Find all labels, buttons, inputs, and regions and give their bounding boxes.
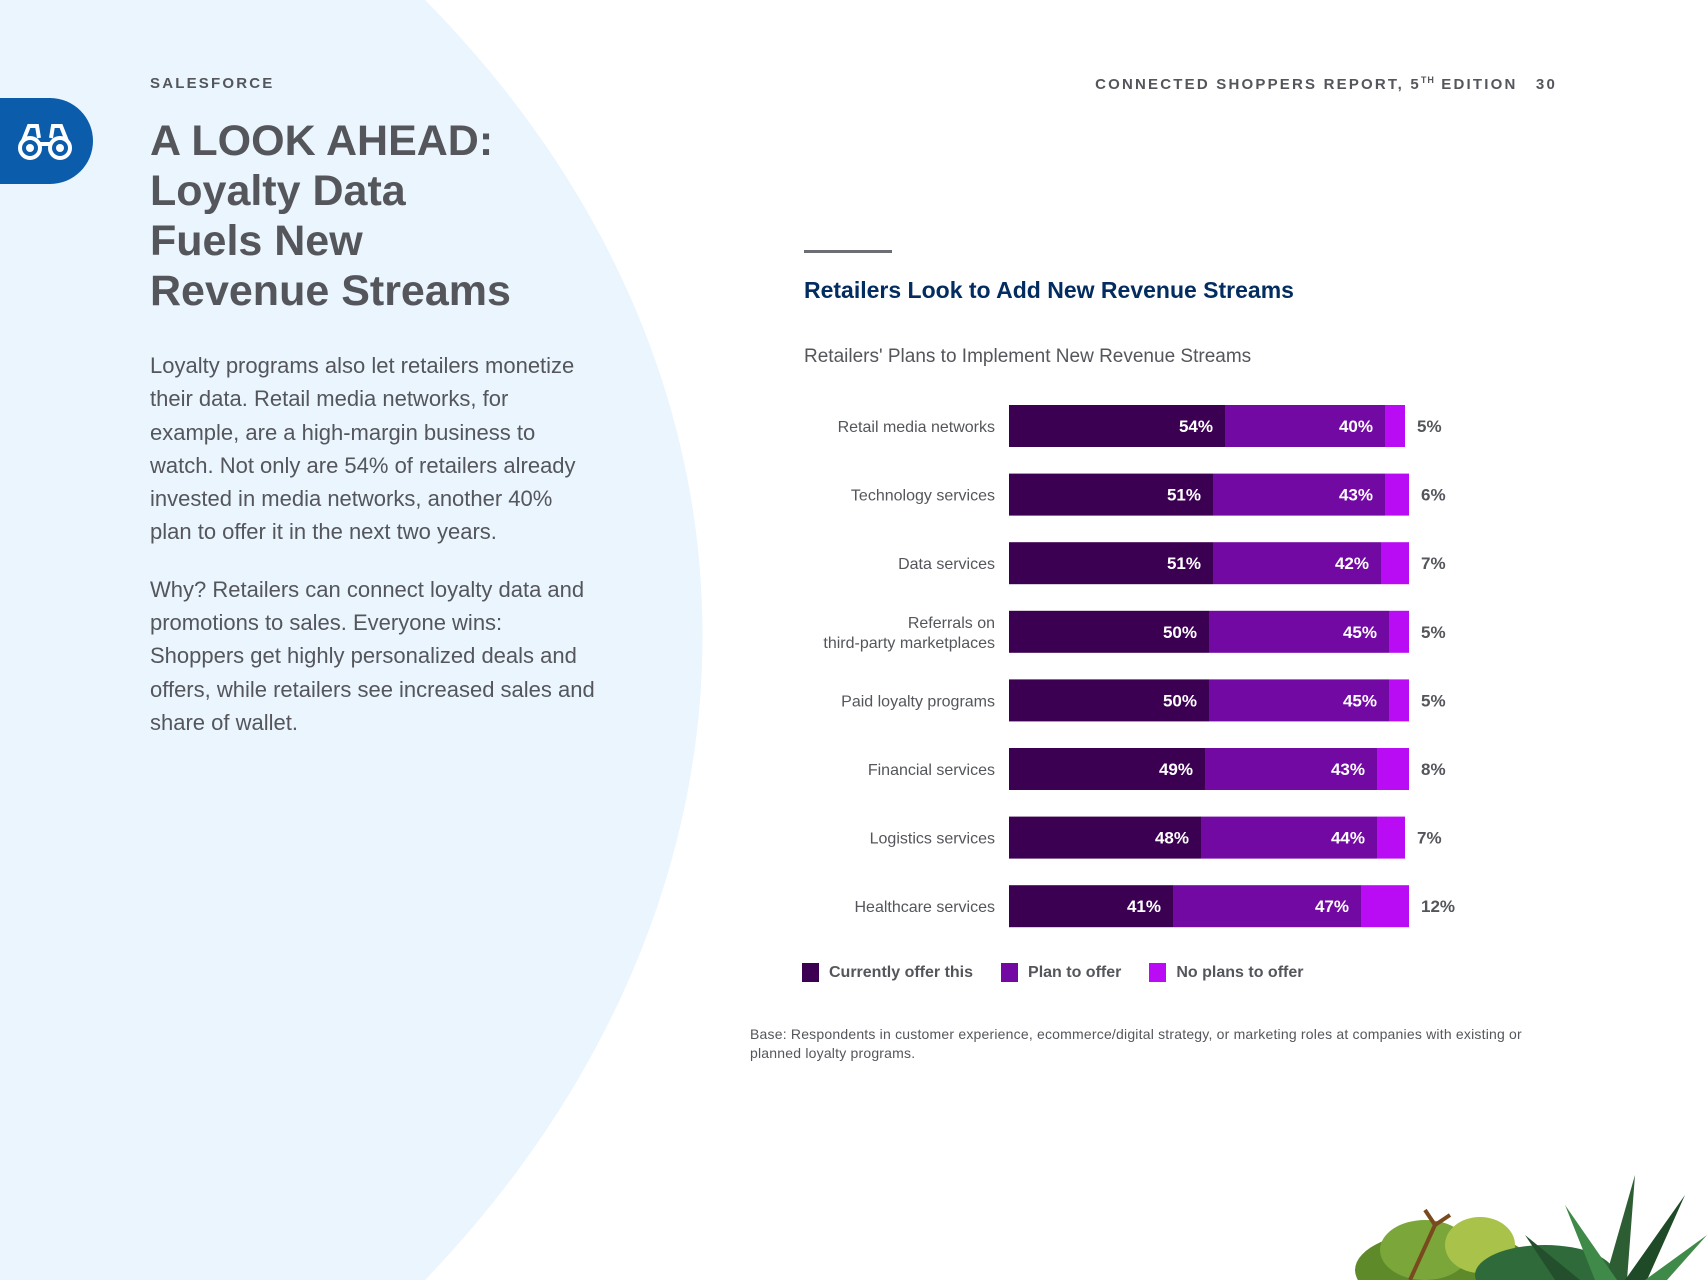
data-label-currently-offer: 54%	[1179, 417, 1213, 436]
bar-segment-currently-offer	[1009, 748, 1205, 790]
legend-item-plan-to-offer: Plan to offer	[1001, 963, 1121, 982]
data-label-currently-offer: 50%	[1163, 623, 1197, 642]
data-label-currently-offer: 51%	[1167, 486, 1201, 505]
legend-label-currently-offer: Currently offer this	[829, 963, 974, 981]
data-label-no-plans: 6%	[1421, 486, 1446, 505]
category-label: Retail media networks	[838, 419, 995, 436]
report-title-sup: TH	[1420, 75, 1435, 85]
data-label-no-plans: 12%	[1421, 897, 1455, 916]
chart-legend: Currently offer this Plan to offer No pl…	[802, 963, 1331, 982]
bar-segment-plan-to-offer	[1201, 816, 1377, 859]
bar-segment-no-plans	[1389, 679, 1409, 722]
report-title-end: EDITION	[1434, 76, 1518, 93]
data-label-no-plans: 7%	[1421, 554, 1446, 573]
bar-segment-no-plans	[1389, 610, 1409, 653]
legend-label-no-plans: No plans to offer	[1176, 963, 1304, 981]
bar-segment-currently-offer	[1009, 610, 1209, 653]
base-footnote: Base: Respondents in customer experience…	[750, 1026, 1522, 1061]
bar-segment-plan-to-offer	[1213, 473, 1385, 516]
data-label-no-plans: 5%	[1421, 623, 1446, 642]
page-number: 30	[1535, 76, 1557, 93]
data-label-currently-offer: 49%	[1159, 760, 1193, 779]
data-label-plan-to-offer: 47%	[1315, 897, 1349, 916]
data-label-plan-to-offer: 43%	[1339, 486, 1373, 505]
bar-segment-no-plans	[1377, 816, 1405, 859]
chart-title-rule	[804, 250, 892, 253]
data-label-no-plans: 5%	[1421, 691, 1446, 710]
brand-label: SALESFORCE	[150, 75, 275, 92]
category-label: Data services	[898, 556, 995, 573]
data-label-plan-to-offer: 40%	[1339, 417, 1373, 436]
data-label-no-plans: 5%	[1417, 417, 1442, 436]
chart-title: Retailers Look to Add New Revenue Stream…	[804, 277, 1294, 303]
category-label: Technology services	[851, 488, 995, 505]
legend-swatch-currently-offer	[802, 963, 819, 982]
bar-segment-currently-offer	[1009, 473, 1213, 516]
section-icon-tab	[0, 98, 93, 184]
bar-segment-no-plans	[1361, 885, 1409, 928]
data-label-no-plans: 8%	[1421, 760, 1446, 779]
data-label-plan-to-offer: 45%	[1343, 623, 1377, 642]
bar-segment-plan-to-offer	[1173, 885, 1361, 928]
bar-segment-no-plans	[1377, 748, 1409, 790]
bar-segment-plan-to-offer	[1209, 679, 1389, 722]
category-label: Paid loyalty programs	[841, 693, 995, 710]
headline-line-4: Revenue Streams	[150, 267, 511, 315]
legend-label-plan-to-offer: Plan to offer	[1028, 963, 1122, 981]
legend-swatch-plan-to-offer	[1001, 963, 1019, 982]
headline-line-2: Loyalty Data	[150, 167, 406, 215]
data-label-currently-offer: 41%	[1127, 897, 1161, 916]
legend-item-currently-offer: Currently offer this	[802, 963, 973, 982]
body-paragraph-2: Why? Retailers can connect loyalty data …	[150, 576, 595, 735]
data-label-plan-to-offer: 45%	[1343, 691, 1377, 710]
report-title: CONNECTED SHOPPERS REPORT, 5TH EDITION 3…	[1095, 75, 1557, 93]
chart-subtitle: Retailers' Plans to Implement New Revenu…	[804, 346, 1252, 367]
data-label-currently-offer: 48%	[1155, 829, 1189, 848]
binoculars-icon	[18, 124, 72, 160]
bar-segment-currently-offer	[1009, 885, 1173, 928]
bar-segment-plan-to-offer	[1225, 405, 1385, 447]
legend-swatch-no-plans	[1149, 963, 1167, 982]
category-label: Referrals on third-party marketplaces	[823, 615, 995, 652]
legend-item-no-plans: No plans to offer	[1149, 963, 1303, 982]
data-label-currently-offer: 50%	[1163, 691, 1197, 710]
bar-segment-currently-offer	[1009, 405, 1225, 447]
bar-segment-currently-offer	[1009, 816, 1201, 859]
plant-illustration	[1355, 1175, 1707, 1280]
body-paragraph-1: Loyalty programs also let retailers mone…	[150, 353, 576, 545]
page-headline: A LOOK AHEAD: Loyalty Data Fuels New Rev…	[150, 116, 610, 316]
data-label-currently-offer: 51%	[1167, 554, 1201, 573]
stacked-bar-chart: Retail media networks 54% 40% 5% Technology …	[823, 405, 1455, 928]
data-label-plan-to-offer: 42%	[1335, 554, 1369, 573]
report-title-main: CONNECTED SHOPPERS REPORT, 5	[1095, 76, 1421, 93]
body-copy: Loyalty programs also let retailers mone…	[150, 349, 600, 763]
bar-segment-plan-to-offer	[1205, 748, 1377, 790]
bar-segment-currently-offer	[1009, 542, 1213, 585]
bar-segment-currently-offer	[1009, 679, 1209, 722]
bar-segment-plan-to-offer	[1213, 542, 1381, 585]
bar-segment-plan-to-offer	[1209, 610, 1389, 653]
headline-line-3: Fuels New	[150, 217, 363, 265]
bar-segment-no-plans	[1385, 405, 1405, 447]
data-label-plan-to-offer: 44%	[1331, 829, 1365, 848]
bar-segment-no-plans	[1385, 473, 1409, 516]
category-label: Logistics services	[870, 831, 995, 848]
data-label-plan-to-offer: 43%	[1331, 760, 1365, 779]
bar-segment-no-plans	[1381, 542, 1409, 585]
data-label-no-plans: 7%	[1417, 829, 1442, 848]
category-label: Financial services	[868, 762, 995, 779]
headline-line-1: A LOOK AHEAD:	[150, 117, 494, 165]
category-label: Healthcare services	[855, 899, 996, 916]
